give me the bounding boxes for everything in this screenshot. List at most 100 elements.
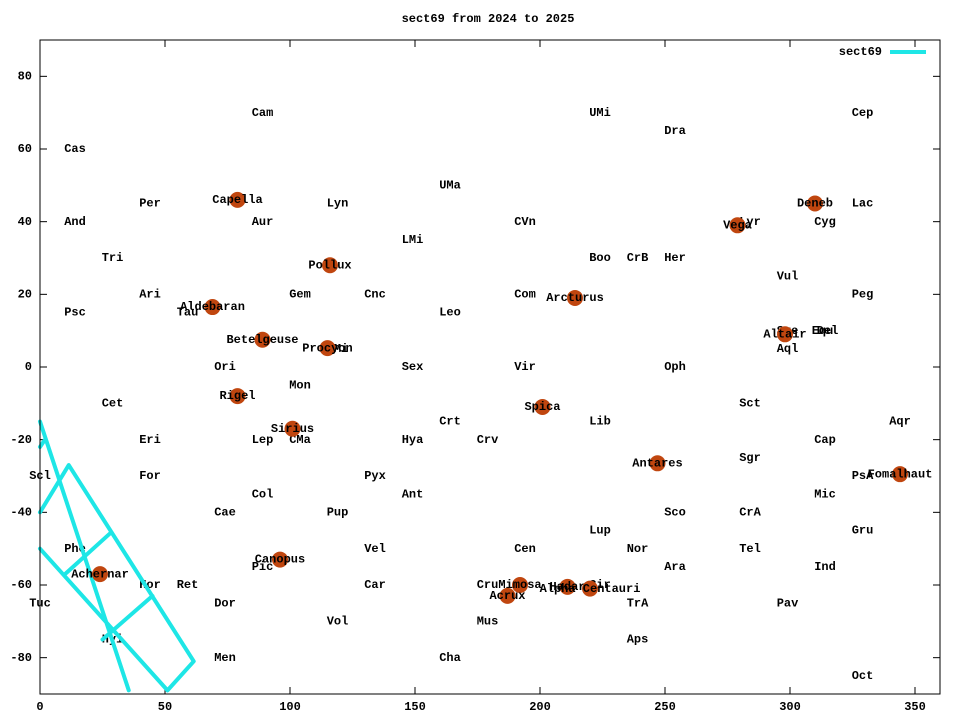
- constellation-label: Cha: [439, 651, 461, 665]
- star-marker: [567, 289, 583, 306]
- star-label: Procyon: [302, 341, 352, 355]
- star-marker: [272, 551, 288, 568]
- constellation-label: Vol: [327, 615, 349, 629]
- star-marker: [284, 420, 301, 437]
- constellation-label: Crv: [477, 433, 499, 447]
- star-label: Acrux: [489, 589, 525, 603]
- constellation-label: Aps: [627, 633, 649, 647]
- constellation-label: Crt: [439, 415, 461, 429]
- y-tick-label: -40: [10, 506, 32, 520]
- star-marker: [319, 340, 336, 357]
- constellation-label: CVn: [514, 215, 536, 229]
- constellation-label: Equ: [812, 324, 834, 338]
- constellation-label: Lep: [252, 433, 274, 447]
- constellation-label: Vel: [364, 542, 386, 556]
- star-marker: [204, 299, 221, 316]
- x-tick-label: 100: [279, 700, 301, 714]
- constellation-label: Mus: [477, 615, 499, 629]
- constellation-label: Cen: [514, 542, 536, 556]
- x-tick-label: 250: [654, 700, 676, 714]
- constellation-label: Car: [364, 578, 386, 592]
- constellation-label: Ret: [177, 578, 199, 592]
- constellation-label: Cae: [214, 506, 236, 520]
- constellation-label: Del: [817, 324, 839, 338]
- star-label: Pollux: [308, 258, 351, 272]
- constellation-label: Eri: [139, 433, 161, 447]
- star-label: Altair: [763, 327, 806, 341]
- constellation-label: Hya: [402, 433, 424, 447]
- star-label: Fomalhaut: [868, 467, 933, 481]
- constellation-label: Lyn: [327, 197, 349, 211]
- x-tick-label: 200: [529, 700, 551, 714]
- constellation-label: Gem: [289, 288, 311, 302]
- x-tick-label: 350: [904, 700, 926, 714]
- constellation-label: UMa: [439, 179, 461, 193]
- x-tick-label: 300: [779, 700, 801, 714]
- constellation-label: Pic: [252, 560, 274, 574]
- star-marker: [729, 217, 746, 234]
- constellation-label: CrA: [739, 506, 761, 520]
- y-tick-label: -60: [10, 578, 32, 592]
- constellation-label: Ori: [214, 360, 236, 374]
- constellation-label: Com: [514, 288, 536, 302]
- constellation-label: Leo: [439, 306, 461, 320]
- star-label: Capella: [212, 193, 262, 207]
- star-label: Hadar: [549, 580, 585, 594]
- constellation-label: Cyg: [814, 215, 836, 229]
- constellation-label: Sgr: [739, 451, 761, 465]
- constellation-label: Men: [214, 651, 236, 665]
- constellation-label: Sct: [739, 397, 761, 411]
- star-label: Achernar: [71, 567, 129, 581]
- star-marker: [92, 566, 108, 583]
- star-label: Spica: [524, 400, 560, 414]
- constellation-label: Ara: [664, 560, 686, 574]
- constellation-label: Vul: [777, 269, 799, 283]
- constellation-label: Cnc: [364, 288, 386, 302]
- constellation-label: Aql: [777, 342, 799, 356]
- constellation-label: Aur: [252, 215, 274, 229]
- star-label: Arcturus: [546, 291, 604, 305]
- legend-label: sect69: [839, 45, 882, 59]
- constellation-label: Oph: [664, 360, 686, 374]
- constellation-label: Ari: [139, 288, 161, 302]
- star-label: Sirius: [271, 422, 314, 436]
- constellation-label: For: [139, 469, 161, 483]
- constellation-label: Col: [252, 487, 274, 501]
- constellation-label: Tri: [102, 251, 124, 265]
- star-marker: [229, 388, 246, 405]
- constellation-label: Cam: [252, 106, 274, 120]
- star-marker: [534, 398, 551, 415]
- y-tick-label: 20: [18, 288, 32, 302]
- x-tick-label: 150: [404, 700, 426, 714]
- constellation-label: Sco: [664, 506, 686, 520]
- constellation-label: Peg: [852, 288, 874, 302]
- constellation-label: Nor: [627, 542, 649, 556]
- constellation-label: CrB: [627, 251, 649, 265]
- star-label: Vega: [723, 218, 752, 232]
- constellation-label: Pup: [327, 506, 349, 520]
- constellation-label: Her: [664, 251, 686, 265]
- constellation-label: Cap: [814, 433, 836, 447]
- constellation-label: Mon: [289, 378, 311, 392]
- star-label: Aldebaran: [180, 300, 245, 314]
- y-tick-label: 40: [18, 215, 32, 229]
- star-label: Deneb: [797, 197, 833, 211]
- constellation-label: Cru: [477, 578, 499, 592]
- constellation-label: Ind: [814, 560, 836, 574]
- star-marker: [254, 331, 271, 348]
- constellation-label: Cep: [852, 106, 874, 120]
- star-marker: [892, 466, 908, 483]
- constellation-label: Lup: [589, 524, 611, 538]
- star-marker: [499, 587, 516, 604]
- star-marker: [322, 257, 338, 274]
- constellation-label: PsA: [852, 469, 874, 483]
- constellation-label: Lib: [589, 415, 611, 429]
- constellation-label: Dor: [214, 596, 236, 610]
- chart-title: sect69 from 2024 to 2025: [402, 12, 575, 26]
- star-marker: [559, 578, 576, 595]
- constellation-label: Tel: [739, 542, 761, 556]
- constellation-label: Sex: [402, 360, 424, 374]
